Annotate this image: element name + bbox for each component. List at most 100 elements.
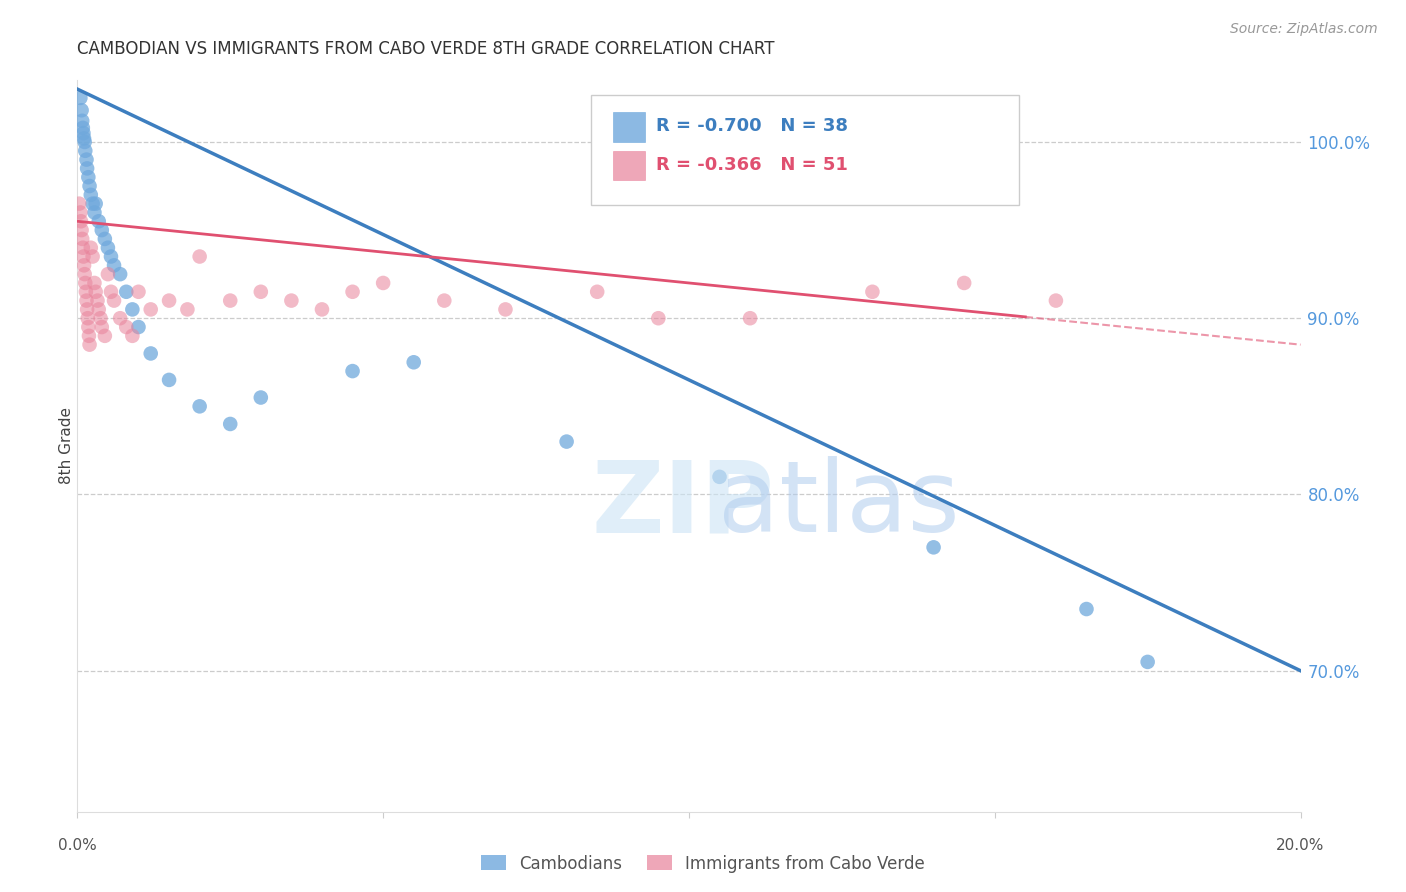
Point xyxy=(84,196,107,211)
Point xyxy=(73,267,96,281)
Point xyxy=(70,113,93,128)
Point xyxy=(157,373,180,387)
Point xyxy=(69,91,91,105)
Point xyxy=(70,103,93,118)
Point xyxy=(495,302,517,317)
Point xyxy=(76,161,98,176)
Point xyxy=(402,355,425,369)
Point xyxy=(76,302,98,317)
Point xyxy=(740,311,762,326)
Point xyxy=(77,320,100,334)
Legend: Cambodians, Immigrants from Cabo Verde: Cambodians, Immigrants from Cabo Verde xyxy=(474,848,932,880)
Point xyxy=(79,179,101,194)
Point xyxy=(121,302,143,317)
Point xyxy=(1136,655,1159,669)
Point xyxy=(250,285,273,299)
Point xyxy=(87,214,110,228)
Point xyxy=(90,320,112,334)
Point xyxy=(94,329,117,343)
Point xyxy=(1076,602,1098,616)
Point xyxy=(70,214,93,228)
Point xyxy=(76,311,98,326)
Point xyxy=(70,232,93,246)
Point xyxy=(219,417,242,431)
Point xyxy=(75,144,97,158)
Point xyxy=(953,276,976,290)
Point xyxy=(115,320,138,334)
Point xyxy=(188,250,211,264)
Point xyxy=(83,205,105,219)
Point xyxy=(100,250,122,264)
Point xyxy=(82,250,104,264)
Text: R = -0.700   N = 38: R = -0.700 N = 38 xyxy=(657,117,848,135)
Point xyxy=(311,302,333,317)
Point xyxy=(72,250,94,264)
FancyBboxPatch shape xyxy=(613,152,645,180)
Point xyxy=(555,434,578,449)
Point xyxy=(342,285,364,299)
Text: Source: ZipAtlas.com: Source: ZipAtlas.com xyxy=(1230,22,1378,37)
Point xyxy=(342,364,364,378)
Point xyxy=(87,302,110,317)
Point xyxy=(80,187,103,202)
Point xyxy=(108,267,131,281)
Point xyxy=(219,293,242,308)
Point xyxy=(103,293,125,308)
Point xyxy=(709,470,731,484)
Text: ZIP: ZIP xyxy=(591,456,773,553)
FancyBboxPatch shape xyxy=(591,95,1019,204)
Text: 0.0%: 0.0% xyxy=(58,838,97,853)
Point xyxy=(79,337,101,351)
Y-axis label: 8th Grade: 8th Grade xyxy=(59,408,73,484)
Point xyxy=(115,285,138,299)
Point xyxy=(72,241,94,255)
Text: atlas: atlas xyxy=(591,456,960,553)
Point xyxy=(97,241,120,255)
Point xyxy=(72,126,94,140)
Point xyxy=(90,223,112,237)
Point xyxy=(97,267,120,281)
FancyBboxPatch shape xyxy=(613,112,645,142)
Point xyxy=(72,120,94,135)
Point xyxy=(100,285,122,299)
Point xyxy=(647,311,669,326)
Point xyxy=(188,400,211,414)
Point xyxy=(280,293,302,308)
Point xyxy=(250,391,273,405)
Text: R = -0.366   N = 51: R = -0.366 N = 51 xyxy=(657,156,848,174)
Point xyxy=(80,241,103,255)
Point xyxy=(77,170,100,185)
Point xyxy=(108,311,131,326)
Point xyxy=(139,302,162,317)
Point xyxy=(586,285,609,299)
Point xyxy=(73,131,96,145)
Point xyxy=(862,285,884,299)
Point xyxy=(67,196,90,211)
Point xyxy=(922,541,945,555)
Point xyxy=(139,346,162,360)
Point xyxy=(73,135,96,149)
Point xyxy=(157,293,180,308)
Point xyxy=(82,196,104,211)
Point xyxy=(1045,293,1067,308)
Point xyxy=(128,285,150,299)
Point xyxy=(176,302,198,317)
Point xyxy=(75,276,97,290)
Point xyxy=(69,205,91,219)
Point xyxy=(83,276,105,290)
Point xyxy=(77,329,100,343)
Point xyxy=(94,232,117,246)
Point xyxy=(73,258,96,272)
Point xyxy=(76,293,98,308)
Point xyxy=(75,285,97,299)
Point xyxy=(103,258,125,272)
Point xyxy=(128,320,150,334)
Point xyxy=(86,293,108,308)
Point xyxy=(76,153,98,167)
Point xyxy=(433,293,456,308)
Point xyxy=(84,285,107,299)
Point xyxy=(371,276,394,290)
Point xyxy=(121,329,143,343)
Text: CAMBODIAN VS IMMIGRANTS FROM CABO VERDE 8TH GRADE CORRELATION CHART: CAMBODIAN VS IMMIGRANTS FROM CABO VERDE … xyxy=(77,40,775,58)
Text: 20.0%: 20.0% xyxy=(1277,838,1324,853)
